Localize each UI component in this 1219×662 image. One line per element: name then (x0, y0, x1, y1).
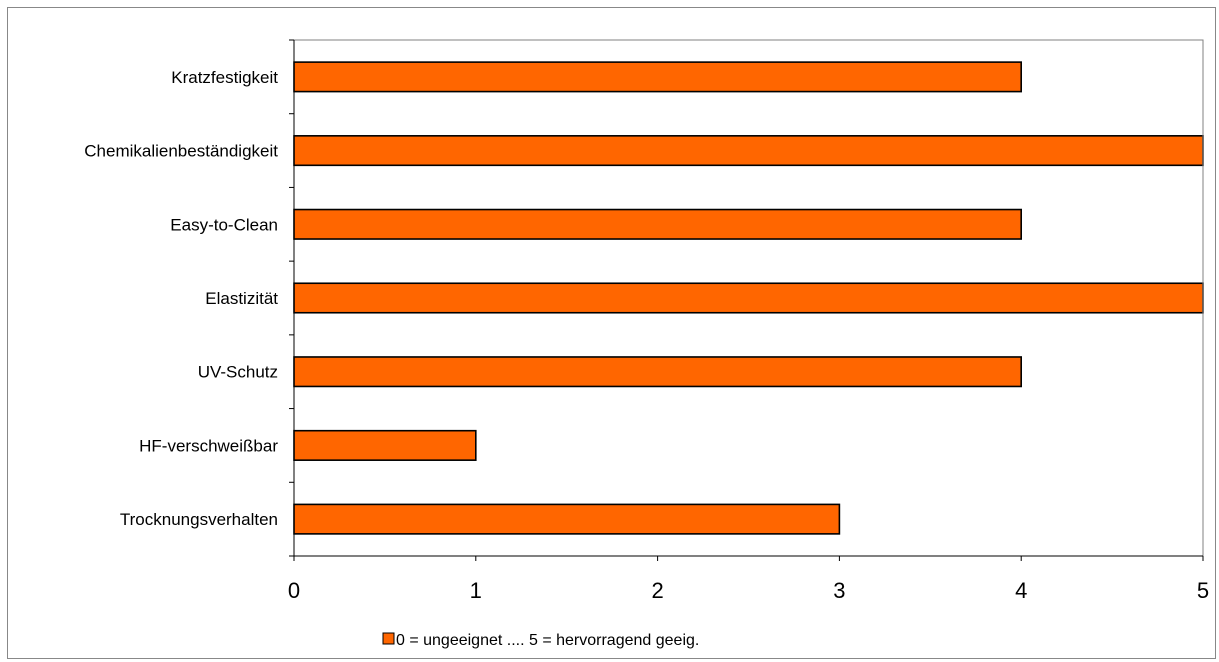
category-label: HF-verschweißbar (139, 436, 278, 455)
category-labels: Kratzfestigkeit Chemikalienbeständigkeit E… (84, 68, 278, 529)
category-label: Kratzfestigkeit (171, 68, 278, 87)
bars (293, 61, 1204, 535)
category-label: Elastizität (205, 289, 278, 308)
category-label: Trocknungsverhalten (120, 510, 278, 529)
x-ticks: 0 1 2 3 4 5 (288, 556, 1209, 603)
x-tick-label: 2 (651, 578, 663, 603)
x-tick-label: 4 (1015, 578, 1027, 603)
x-tick-label: 3 (833, 578, 845, 603)
legend-swatch (382, 632, 395, 645)
category-label: Easy-to-Clean (170, 215, 278, 234)
category-label: Chemikalienbeständigkeit (84, 142, 278, 161)
category-label: UV-Schutz (198, 363, 278, 382)
chart-frame (7, 7, 1216, 659)
bar (293, 282, 1204, 314)
legend: 0 = ungeeignet .... 5 = hervorragend gee… (382, 632, 699, 649)
bar (293, 208, 1023, 240)
bar (293, 135, 1204, 167)
bar (293, 61, 1023, 93)
axes (289, 39, 1204, 557)
x-tick-label: 0 (288, 578, 300, 603)
bar (293, 503, 841, 535)
legend-label: 0 = ungeeignet .... 5 = hervorragend gee… (396, 632, 699, 649)
bar (293, 429, 477, 461)
x-tick-label: 1 (470, 578, 482, 603)
x-tick-label: 5 (1197, 578, 1209, 603)
bar (293, 356, 1023, 388)
